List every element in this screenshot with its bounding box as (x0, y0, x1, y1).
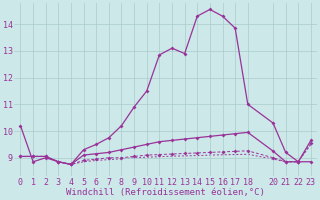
X-axis label: Windchill (Refroidissement éolien,°C): Windchill (Refroidissement éolien,°C) (66, 188, 265, 197)
